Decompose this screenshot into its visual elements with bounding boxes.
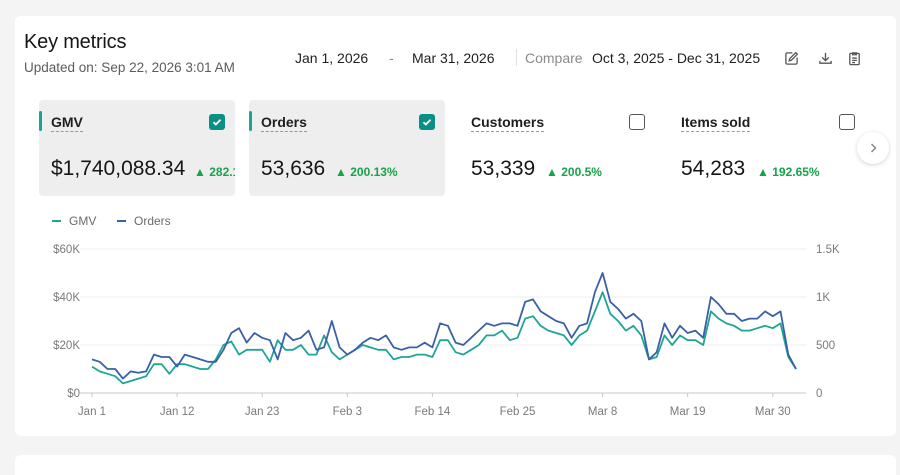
y-right-tick-label: 1K: [816, 292, 830, 304]
metric-label: Customers: [471, 114, 545, 132]
metric-value: $1,740,088.34: [51, 157, 186, 180]
x-tick-label: Mar 8: [588, 406, 617, 418]
metric-card-clip: Orders 53,636 ▲ 200.13%: [249, 100, 445, 196]
compare-label: Compare: [525, 50, 583, 66]
header-divider: [516, 49, 517, 66]
legend-label: GMV: [69, 214, 97, 228]
metric-label: Items sold: [681, 114, 751, 132]
metric-card-gmv[interactable]: GMV $1,740,088.34 ▲ 282.16%: [39, 100, 235, 196]
x-tick-label: Jan 23: [245, 406, 280, 418]
next-card: [15, 455, 896, 475]
metric-accent-bar: [249, 111, 252, 131]
metric-change-value: 200.5%: [561, 165, 602, 179]
metric-card-items-sold[interactable]: Items sold 54,283 ▲ 192.65%: [669, 100, 865, 196]
next-metrics-button[interactable]: [857, 132, 889, 164]
x-tick-label: Feb 14: [414, 406, 450, 418]
download-icon[interactable]: [816, 49, 834, 67]
x-tick-label: Jan 12: [160, 406, 195, 418]
legend-item-gmv[interactable]: GMV: [52, 214, 96, 228]
legend-swatch: [52, 220, 61, 222]
metric-change-value: 200.13%: [350, 165, 398, 179]
y-right-tick-label: 500: [816, 340, 835, 352]
metric-value: 53,636: [261, 157, 326, 180]
x-tick-label: Feb 25: [500, 406, 536, 418]
legend-label: Orders: [134, 214, 171, 228]
metric-change-value: 282.16%: [209, 165, 235, 179]
key-metrics-card: [15, 16, 896, 436]
y-right-tick-label: 0: [816, 388, 822, 400]
metric-label: Orders: [261, 114, 307, 132]
date-separator: -: [389, 50, 394, 66]
metric-checkbox[interactable]: [839, 114, 855, 130]
page-title: Key metrics: [24, 31, 127, 53]
metric-change: ▲ 282.16%: [194, 165, 235, 179]
edit-icon[interactable]: [782, 49, 800, 67]
x-tick-label: Jan 1: [78, 406, 106, 418]
series-line-gmv: [91, 291, 797, 385]
x-tick-label: Mar 30: [755, 406, 791, 418]
metric-value: 53,339: [471, 157, 536, 180]
metric-value: 54,283: [681, 157, 746, 180]
metric-label: GMV: [51, 114, 83, 132]
y-left-tick-label: $40K: [53, 292, 80, 304]
metric-card-clip: GMV $1,740,088.34 ▲ 282.16%: [39, 100, 235, 196]
metric-change-value: 192.65%: [772, 165, 820, 179]
series-line-orders: [91, 272, 797, 380]
metric-checkbox[interactable]: [209, 114, 225, 130]
y-right-tick-label: 1.5K: [816, 244, 840, 256]
metric-card-customers[interactable]: Customers 53,339 ▲ 200.5%: [459, 100, 655, 196]
date-start[interactable]: Jan 1, 2026: [295, 50, 369, 66]
clipboard-icon[interactable]: [845, 49, 863, 67]
y-left-tick-label: $0: [67, 388, 80, 400]
metric-change: ▲ 192.65%: [757, 165, 820, 179]
chevron-right-icon: [870, 143, 877, 153]
compare-range[interactable]: Oct 3, 2025 - Dec 31, 2025: [592, 50, 761, 66]
legend-swatch: [117, 220, 126, 222]
x-tick-label: Mar 19: [670, 406, 706, 418]
date-end[interactable]: Mar 31, 2026: [412, 50, 495, 66]
metric-checkbox[interactable]: [629, 114, 645, 130]
x-tick-label: Feb 3: [333, 406, 362, 418]
metric-checkbox[interactable]: [419, 114, 435, 130]
legend-item-orders[interactable]: Orders: [117, 214, 171, 228]
y-left-tick-label: $20K: [53, 340, 80, 352]
metric-change: ▲ 200.13%: [335, 165, 398, 179]
metric-accent-bar: [39, 111, 42, 131]
metric-change: ▲ 200.5%: [546, 165, 602, 179]
y-left-tick-label: $60K: [53, 244, 80, 256]
updated-timestamp: Updated on: Sep 22, 2026 3:01 AM: [24, 60, 235, 75]
metric-card-orders[interactable]: Orders 53,636 ▲ 200.13%: [249, 100, 445, 196]
